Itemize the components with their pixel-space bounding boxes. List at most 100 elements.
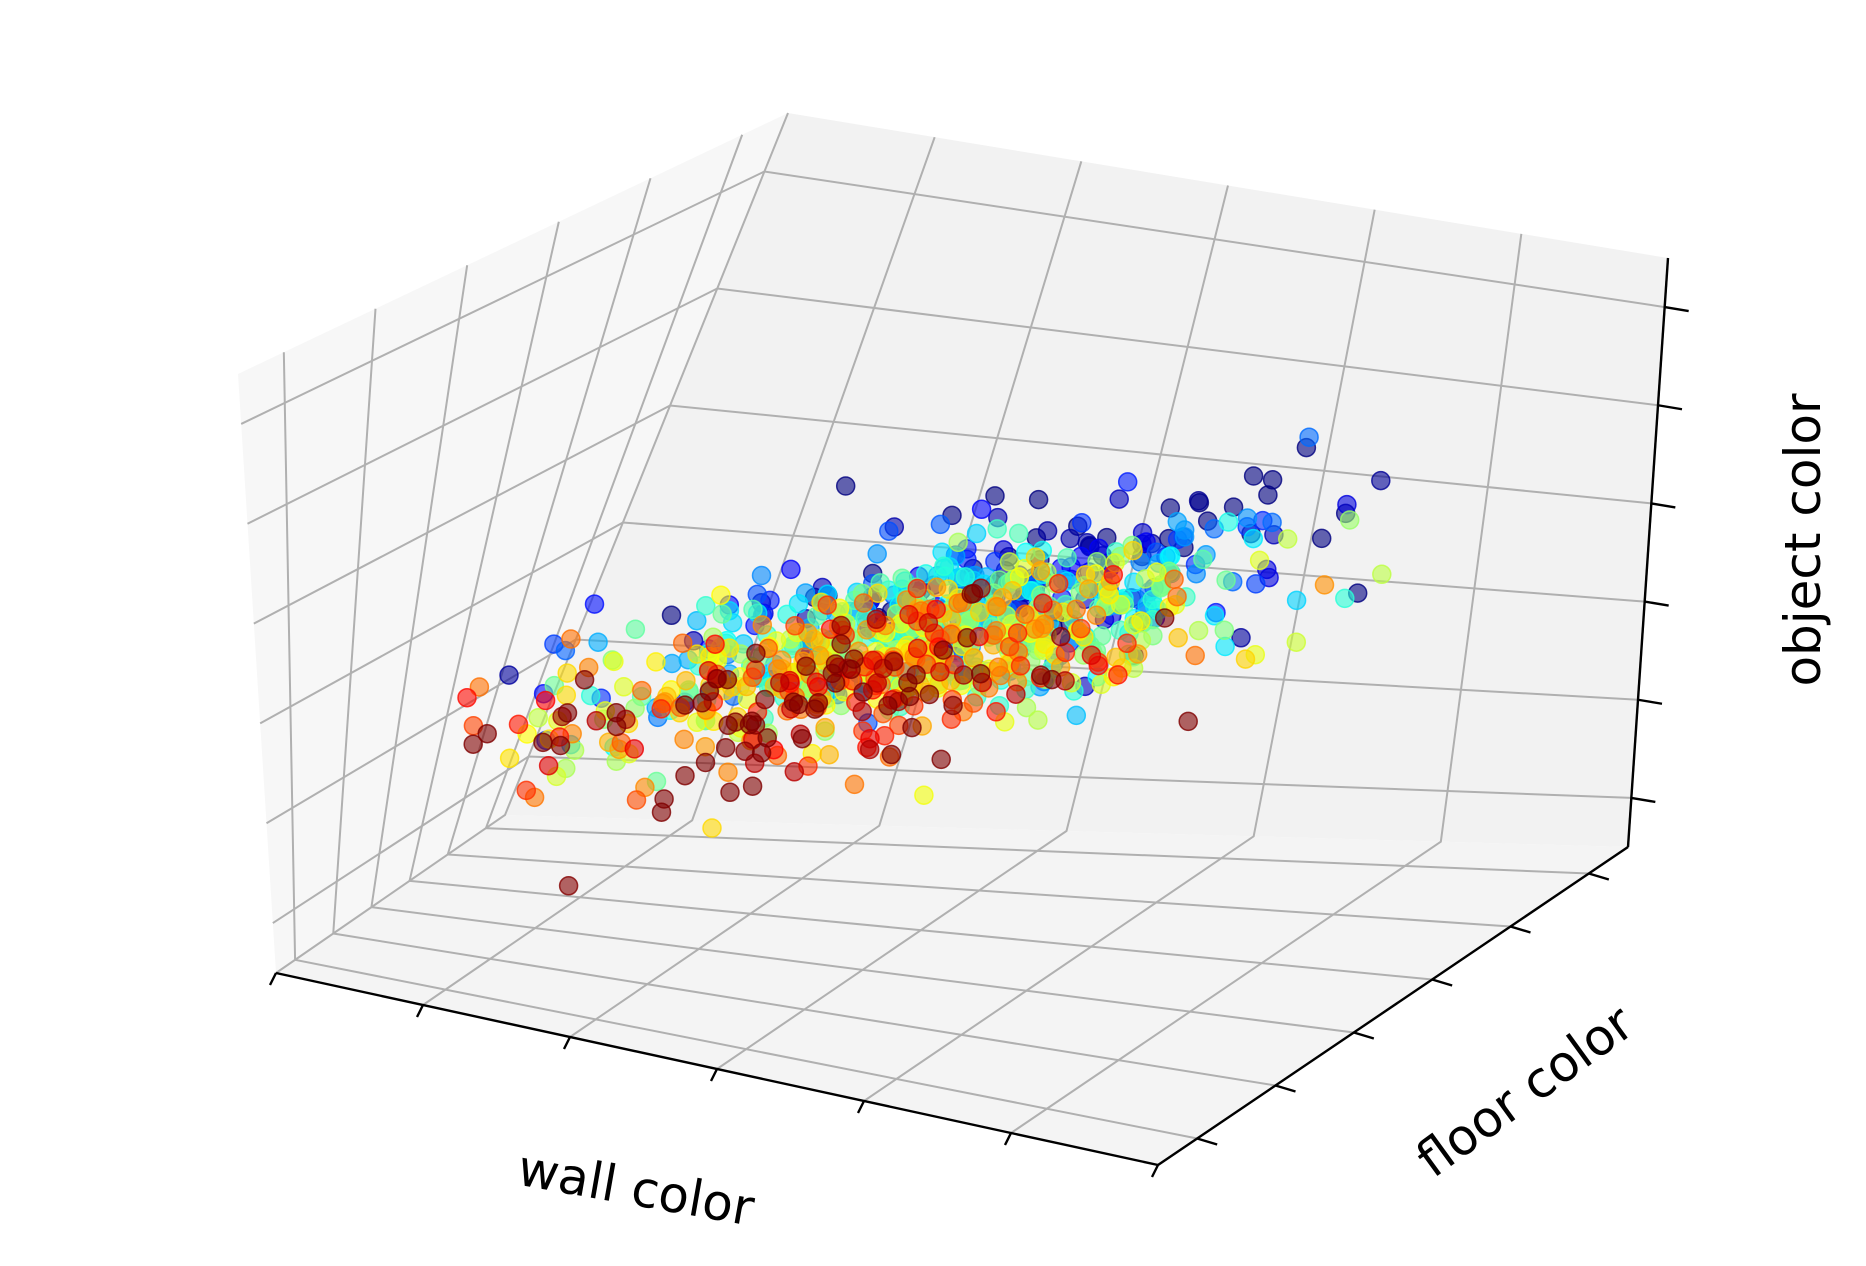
data-point: [1243, 466, 1264, 486]
data-point: [1335, 588, 1355, 609]
data-point: [1103, 564, 1124, 585]
data-point: [1066, 705, 1087, 726]
data-point: [815, 717, 835, 738]
data-point: [955, 567, 976, 587]
data-point: [918, 613, 939, 633]
data-point: [1286, 632, 1307, 652]
data-point: [878, 695, 898, 716]
grid-line-y: [408, 221, 1433, 981]
grid-line-z: [253, 404, 1652, 625]
grid-line-y: [370, 265, 1354, 1034]
data-point: [859, 739, 880, 760]
data-point: [1339, 510, 1360, 530]
data-point: [963, 648, 984, 668]
data-point: [624, 739, 645, 759]
data-point: [1371, 470, 1391, 491]
data-point: [1277, 529, 1298, 549]
grid-line-z: [259, 521, 1645, 725]
data-point: [1243, 528, 1264, 549]
z-tick: [1657, 404, 1683, 411]
data-point: [825, 673, 846, 693]
data-point: [867, 544, 887, 564]
data-point: [584, 594, 605, 614]
data-point: [1314, 575, 1335, 595]
data-point: [808, 692, 829, 713]
data-point: [1057, 548, 1077, 568]
data-point: [712, 604, 732, 624]
data-point: [707, 669, 727, 689]
z-tick: [1644, 600, 1669, 607]
data-point: [556, 685, 577, 705]
x-axis-label: wall color: [514, 1139, 759, 1238]
data-point: [516, 780, 537, 801]
data-point: [963, 693, 984, 713]
grid-line-y: [332, 308, 1276, 1087]
data-point: [718, 762, 738, 782]
grid-line-z: [272, 755, 1632, 924]
data-point: [675, 695, 695, 715]
data-point: [770, 672, 790, 693]
data-point: [934, 556, 954, 577]
data-point: [1081, 645, 1102, 665]
data-point: [1249, 550, 1270, 571]
data-point: [781, 559, 801, 580]
data-point: [825, 654, 846, 674]
pane-floor: [276, 815, 1628, 1165]
data-point: [687, 610, 707, 631]
grid-line-y: [446, 177, 1511, 928]
data-point: [806, 672, 827, 693]
z-tick: [1664, 305, 1689, 313]
data-point: [930, 662, 950, 682]
data-point: [1154, 608, 1175, 628]
x-tick: [709, 1068, 719, 1082]
data-point: [1147, 562, 1167, 583]
data-point: [1193, 549, 1213, 570]
data-point: [561, 629, 581, 649]
data-point: [1008, 523, 1029, 544]
data-point: [881, 744, 902, 765]
data-point: [1168, 628, 1188, 648]
data-point: [1299, 427, 1319, 447]
data-point: [987, 596, 1007, 617]
x-tick: [1150, 1164, 1160, 1178]
data-point: [902, 717, 922, 738]
data-point: [906, 665, 926, 685]
data-point: [853, 593, 874, 613]
grid-line-y: [282, 352, 1198, 1140]
data-point: [604, 651, 624, 672]
data-point: [588, 632, 608, 652]
data-point: [1010, 656, 1031, 676]
data-point: [1188, 491, 1209, 511]
data-point: [606, 716, 627, 737]
data-point: [1028, 489, 1049, 510]
data-point: [1015, 604, 1035, 624]
data-point: [926, 577, 947, 598]
data-point: [661, 605, 682, 626]
data-point: [755, 689, 775, 710]
data-point: [868, 583, 888, 603]
data-point: [702, 818, 722, 838]
data-point: [1262, 512, 1282, 533]
y-tick: [1588, 872, 1610, 881]
data-point: [675, 765, 695, 786]
data-point: [1164, 569, 1184, 590]
data-point: [907, 638, 928, 659]
z-tick: [1637, 698, 1663, 705]
y-axis-label: floor color: [1406, 993, 1645, 1188]
data-point: [745, 660, 766, 680]
data-point: [948, 532, 968, 553]
data-point: [943, 695, 963, 716]
data-point: [879, 521, 899, 541]
data-point: [757, 728, 777, 748]
data-point: [1117, 633, 1137, 654]
data-point: [1007, 623, 1028, 643]
data-point: [752, 615, 773, 635]
data-point: [957, 628, 977, 648]
data-point: [1031, 665, 1051, 686]
data-point: [687, 644, 707, 664]
data-point: [651, 699, 671, 719]
axis-ticks: [268, 305, 1689, 1178]
data-point: [533, 732, 553, 753]
data-point: [614, 677, 634, 697]
